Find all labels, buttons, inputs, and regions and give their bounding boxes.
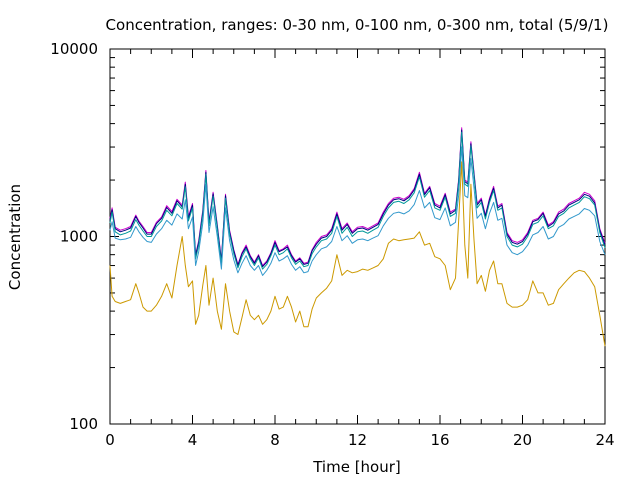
series-line-5 bbox=[109, 161, 606, 347]
x-tick-label: 20 bbox=[513, 431, 532, 449]
x-axis-label: Time [hour] bbox=[312, 458, 401, 476]
y-axis: 100 1000 10000 bbox=[50, 40, 605, 433]
y-axis-label: Concentration bbox=[6, 184, 24, 290]
y-tick-label: 100 bbox=[69, 415, 98, 433]
series-line-4 bbox=[109, 146, 606, 276]
y-tick-label: 10000 bbox=[50, 40, 98, 58]
series-line-2 bbox=[109, 129, 606, 268]
x-tick-label: 24 bbox=[595, 431, 614, 449]
chart-title: Concentration, ranges: 0-30 nm, 0-100 nm… bbox=[106, 16, 609, 34]
x-axis: 0 4 8 12 16 20 24 bbox=[105, 49, 615, 449]
series-line-3 bbox=[109, 131, 606, 270]
series-layer bbox=[109, 127, 606, 347]
x-tick-label: 16 bbox=[430, 431, 449, 449]
x-tick-label: 0 bbox=[105, 431, 115, 449]
y-tick-label: 1000 bbox=[60, 228, 98, 246]
x-tick-label: 4 bbox=[188, 431, 198, 449]
x-tick-label: 8 bbox=[270, 431, 280, 449]
x-tick-label: 12 bbox=[348, 431, 367, 449]
plot-frame bbox=[109, 48, 606, 425]
